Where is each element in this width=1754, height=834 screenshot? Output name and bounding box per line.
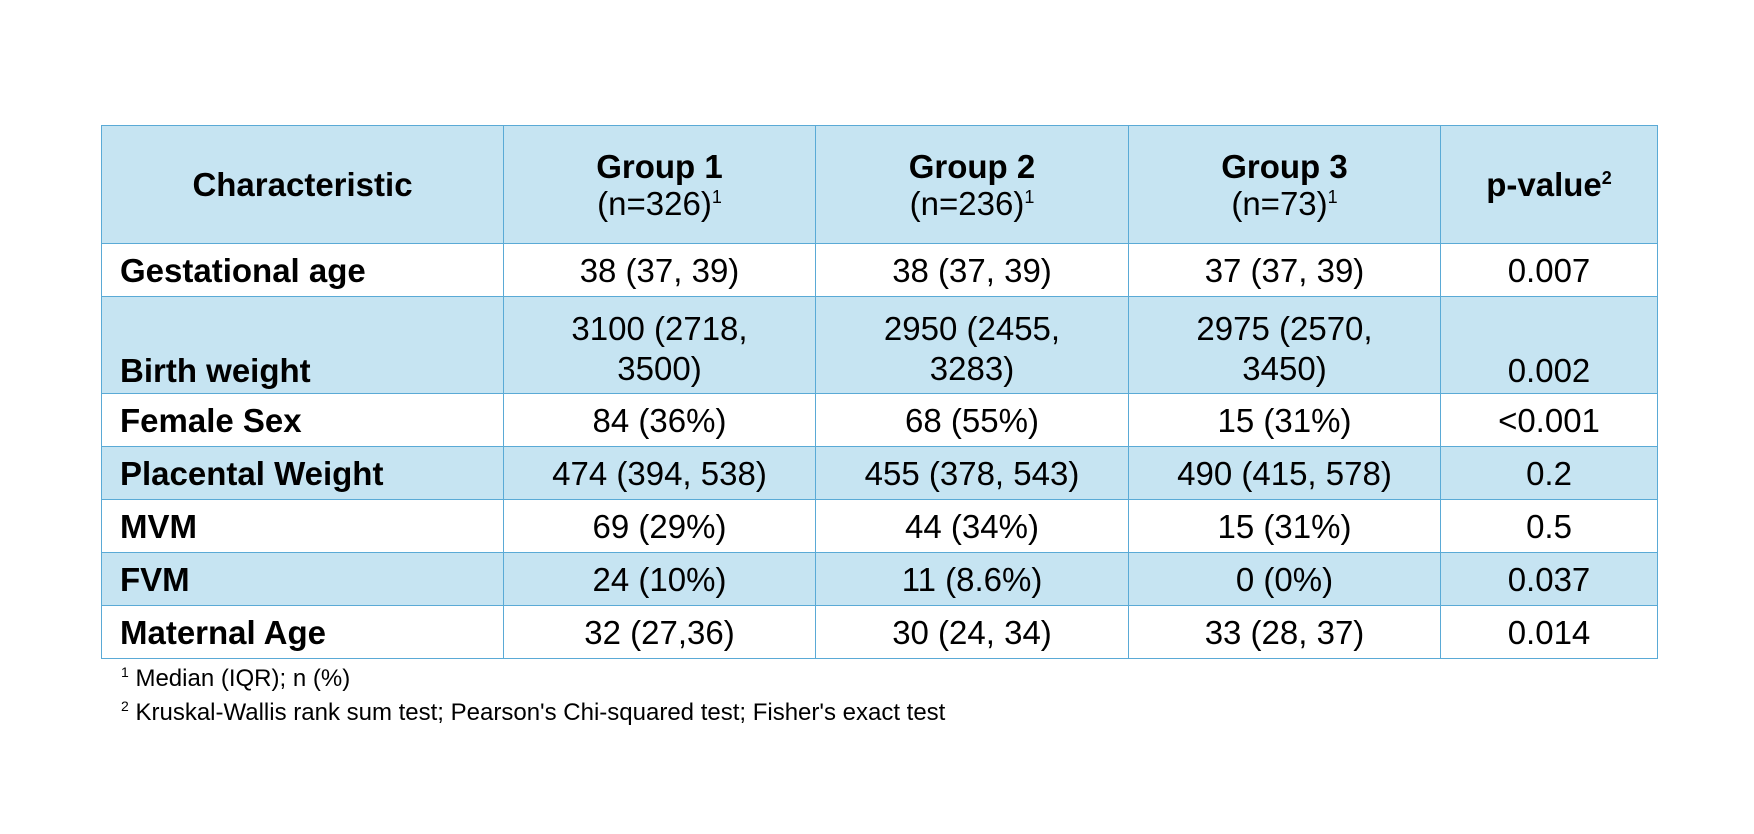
group-2-cell: 11 (8.6%) — [815, 552, 1129, 606]
group-3-footnote-marker: 1 — [1327, 186, 1338, 207]
group-1-count: (n=326)1 — [504, 185, 815, 222]
group-1-header: Group 1 (n=326)1 — [503, 125, 816, 244]
p-value-cell: 0.007 — [1440, 243, 1658, 297]
group-1-cell: 32 (27,36) — [503, 605, 816, 659]
table-row: Placental Weight 474 (394, 538) 455 (378… — [101, 446, 1658, 500]
table-row: MVM 69 (29%) 44 (34%) 15 (31%) 0.5 — [101, 499, 1658, 553]
row-label: Maternal Age — [101, 605, 504, 659]
group-3-cell: 15 (31%) — [1128, 393, 1441, 447]
group-1-cell: 474 (394, 538) — [503, 446, 816, 500]
group-1-cell: 69 (29%) — [503, 499, 816, 553]
group-2-cell: 38 (37, 39) — [815, 243, 1129, 297]
group-3-cell: 0 (0%) — [1128, 552, 1441, 606]
group-3-cell-text: 2975 (2570, 3450) — [1196, 310, 1373, 387]
characteristics-table: Characteristic Group 1 (n=326)1 Group 2 … — [101, 125, 1658, 659]
group-2-cell: 2950 (2455, 3283) — [815, 296, 1129, 394]
group-1-n: (n=326) — [597, 184, 712, 222]
table-row: Maternal Age 32 (27,36) 30 (24, 34) 33 (… — [101, 605, 1658, 659]
group-3-count: (n=73)1 — [1129, 185, 1440, 222]
group-3-cell: 2975 (2570, 3450) — [1128, 296, 1441, 394]
characteristics-table-container: Characteristic Group 1 (n=326)1 Group 2 … — [101, 125, 1658, 659]
table-row: Gestational age 38 (37, 39) 38 (37, 39) … — [101, 243, 1658, 297]
group-2-n: (n=236) — [909, 184, 1025, 222]
table-header-row: Characteristic Group 1 (n=326)1 Group 2 … — [101, 125, 1658, 244]
group-1-cell: 84 (36%) — [503, 393, 816, 447]
row-label: MVM — [101, 499, 504, 553]
group-1-footnote-marker: 1 — [711, 186, 722, 207]
footnote-1-text: Median (IQR); n (%) — [135, 665, 351, 692]
group-3-name: Group 3 — [1221, 147, 1348, 185]
group-2-cell: 44 (34%) — [815, 499, 1129, 553]
row-label: Placental Weight — [101, 446, 504, 500]
table-row: FVM 24 (10%) 11 (8.6%) 0 (0%) 0.037 — [101, 552, 1658, 606]
p-value-label: p-value — [1486, 166, 1602, 203]
group-2-header: Group 2 (n=236)1 — [815, 125, 1129, 244]
row-label: Birth weight — [101, 296, 504, 394]
group-3-n: (n=73) — [1231, 184, 1328, 222]
p-value-header: p-value2 — [1440, 125, 1658, 244]
p-value-cell: 0.5 — [1440, 499, 1658, 553]
p-value-cell: 0.2 — [1440, 446, 1658, 500]
table-row: Birth weight 3100 (2718, 3500) 2950 (245… — [101, 296, 1658, 394]
row-label: FVM — [101, 552, 504, 606]
group-3-cell: 37 (37, 39) — [1128, 243, 1441, 297]
row-label: Gestational age — [101, 243, 504, 297]
row-label: Female Sex — [101, 393, 504, 447]
footnote-1: 1 Median (IQR); n (%) — [121, 662, 945, 696]
group-2-cell: 455 (378, 543) — [815, 446, 1129, 500]
group-3-cell: 490 (415, 578) — [1128, 446, 1441, 500]
group-1-cell-text: 3100 (2718, 3500) — [571, 310, 748, 387]
table-footnotes: 1 Median (IQR); n (%) 2 Kruskal-Wallis r… — [121, 662, 945, 730]
group-3-header: Group 3 (n=73)1 — [1128, 125, 1441, 244]
p-value-cell: <0.001 — [1440, 393, 1658, 447]
p-value-cell: 0.002 — [1440, 296, 1658, 394]
group-2-footnote-marker: 1 — [1024, 186, 1035, 207]
characteristic-header: Characteristic — [101, 125, 504, 244]
table-row: Female Sex 84 (36%) 68 (55%) 15 (31%) <0… — [101, 393, 1658, 447]
footnote-2-text: Kruskal-Wallis rank sum test; Pearson's … — [135, 699, 946, 726]
group-1-name: Group 1 — [596, 147, 723, 185]
group-2-name: Group 2 — [908, 147, 1036, 185]
group-3-cell: 33 (28, 37) — [1128, 605, 1441, 659]
footnote-2-marker: 2 — [121, 698, 129, 714]
group-3-cell: 15 (31%) — [1128, 499, 1441, 553]
group-1-cell: 38 (37, 39) — [503, 243, 816, 297]
group-2-count: (n=236)1 — [816, 185, 1128, 222]
group-2-cell-text: 2950 (2455, 3283) — [883, 310, 1061, 387]
group-1-cell: 24 (10%) — [503, 552, 816, 606]
p-value-cell: 0.037 — [1440, 552, 1658, 606]
p-value-footnote-marker: 2 — [1601, 168, 1612, 188]
p-value-cell: 0.014 — [1440, 605, 1658, 659]
footnote-1-marker: 1 — [121, 664, 129, 680]
footnote-2: 2 Kruskal-Wallis rank sum test; Pearson'… — [121, 696, 945, 730]
group-2-cell: 68 (55%) — [815, 393, 1129, 447]
group-2-cell: 30 (24, 34) — [815, 605, 1129, 659]
group-1-cell: 3100 (2718, 3500) — [503, 296, 816, 394]
